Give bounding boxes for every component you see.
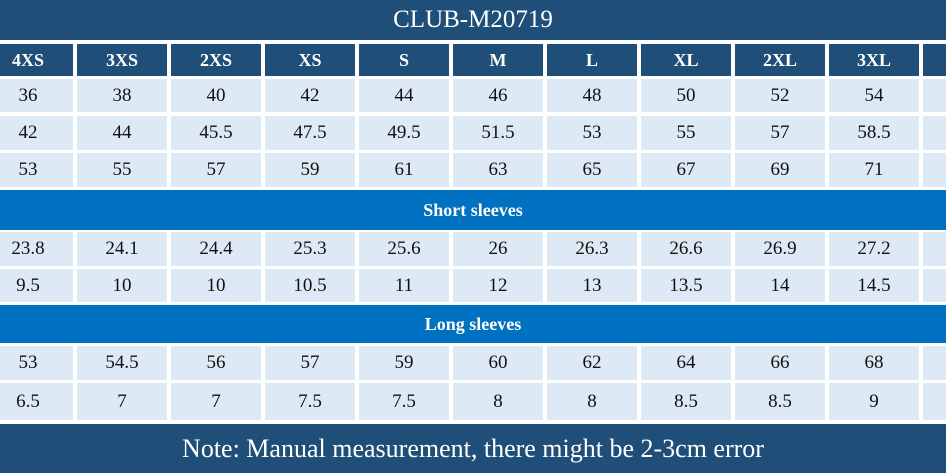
cell: 55 [641,116,731,150]
empty-cell [923,79,946,112]
cell: 68 [829,346,919,380]
size-header: S [359,44,449,76]
cell: 69 [735,153,825,187]
empty-cell [923,232,946,266]
empty-cell [923,153,946,187]
size-header: XL [641,44,731,76]
cell: 12 [453,269,543,302]
size-header: L [547,44,637,76]
cell: 61 [359,153,449,187]
cell: 8.5 [641,383,731,420]
cell: 42 [0,116,73,150]
cell: 10 [77,269,167,302]
cell: 51.5 [453,116,543,150]
cell: 46 [453,79,543,112]
cell: 26.6 [641,232,731,266]
cell: 6.5 [0,383,73,420]
empty-cell [923,44,946,76]
cell: 8.5 [735,383,825,420]
empty-cell [923,346,946,380]
empty-cell [923,116,946,150]
cell: 7.5 [265,383,355,420]
cell: 36 [0,79,73,112]
cell: 26.9 [735,232,825,266]
cell: 7.5 [359,383,449,420]
empty-cell [923,269,946,302]
size-header: 3XL [829,44,919,76]
cell: 58.5 [829,116,919,150]
cell: 23.8 [0,232,73,266]
cell: 40 [171,79,261,112]
cell: 50 [641,79,731,112]
cell: 14.5 [829,269,919,302]
cell: 54 [829,79,919,112]
cell: 52 [735,79,825,112]
cell: 24.1 [77,232,167,266]
cell: 55 [77,153,167,187]
cell: 45.5 [171,116,261,150]
cell: 47.5 [265,116,355,150]
cell: 54.5 [77,346,167,380]
cell: 57 [735,116,825,150]
cell: 65 [547,153,637,187]
cell: 63 [453,153,543,187]
cell: 71 [829,153,919,187]
cell: 62 [547,346,637,380]
cell: 13 [547,269,637,302]
cell: 66 [735,346,825,380]
cell: 10.5 [265,269,355,302]
cell: 53 [547,116,637,150]
section-title: Long sleeves [0,305,946,343]
size-header: 3XS [77,44,167,76]
cell: 26.3 [547,232,637,266]
cell: 44 [359,79,449,112]
cell: 60 [453,346,543,380]
cell: 9 [829,383,919,420]
size-header: 2XL [735,44,825,76]
cell: 27.2 [829,232,919,266]
cell: 26 [453,232,543,266]
cell: 56 [171,346,261,380]
cell: 8 [453,383,543,420]
cell: 24.4 [171,232,261,266]
size-header: 4XS [0,44,73,76]
cell: 14 [735,269,825,302]
cell: 67 [641,153,731,187]
cell: 10 [171,269,261,302]
cell: 7 [171,383,261,420]
cell: 13.5 [641,269,731,302]
cell: 48 [547,79,637,112]
title: CLUB-M20719 [0,0,946,40]
size-header: 2XS [171,44,261,76]
cell: 25.3 [265,232,355,266]
cell: 53 [0,346,73,380]
size-header: M [453,44,543,76]
cell: 57 [171,153,261,187]
cell: 44 [77,116,167,150]
cell: 25.6 [359,232,449,266]
empty-cell [923,383,946,420]
cell: 53 [0,153,73,187]
cell: 59 [359,346,449,380]
cell: 9.5 [0,269,73,302]
cell: 11 [359,269,449,302]
cell: 7 [77,383,167,420]
cell: 49.5 [359,116,449,150]
cell: 64 [641,346,731,380]
section-title: Short sleeves [0,190,946,230]
cell: 8 [547,383,637,420]
note: Note: Manual measurement, there might be… [0,424,946,473]
cell: 59 [265,153,355,187]
cell: 42 [265,79,355,112]
size-header: XS [265,44,355,76]
cell: 57 [265,346,355,380]
cell: 38 [77,79,167,112]
